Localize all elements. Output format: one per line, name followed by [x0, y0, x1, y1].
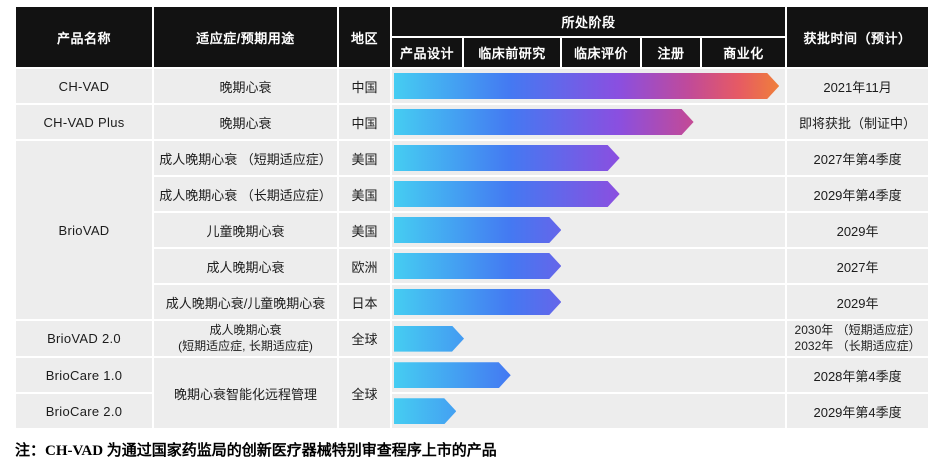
product-name: CH-VAD — [14, 67, 154, 105]
product-name: BrioCare 2.0 — [14, 392, 154, 431]
product-name: CH-VAD Plus — [14, 103, 154, 141]
table-header: 产品名称 适应症/预期用途 地区 所处阶段 获批时间（预计） 产品设计 临床前研… — [14, 5, 931, 69]
region: 欧洲 — [337, 247, 392, 285]
product-name: BrioCare 1.0 — [14, 356, 154, 395]
header-stage-commercialization: 商业化 — [699, 36, 788, 69]
stage-track — [389, 175, 788, 213]
header-stage-design: 产品设计 — [390, 36, 464, 69]
approval-time: 2027年 — [785, 247, 931, 285]
region: 日本 — [337, 283, 392, 321]
approval-time: 2029年 — [785, 283, 931, 321]
table-row: CH-VAD 晚期心衰 中国 2021年11月 — [14, 67, 931, 105]
indication: 晚期心衰智能化远程管理 — [152, 356, 339, 431]
stage-bar — [394, 289, 561, 315]
header-product-name: 产品名称 — [14, 5, 154, 69]
table-row: 儿童晚期心衰 美国 2029年 — [15, 211, 931, 249]
stage-track — [389, 247, 788, 285]
region: 中国 — [337, 103, 392, 141]
stage-track — [389, 392, 788, 431]
approval-time: 2029年 — [785, 211, 931, 249]
stage-track — [389, 356, 788, 395]
product-name: BrioVAD — [14, 139, 154, 321]
indication: 儿童晚期心衰 — [152, 211, 339, 249]
table-row: BrioCare 2.0 2029年第4季度 — [14, 392, 931, 431]
header-approval-time: 获批时间（预计） — [785, 5, 931, 69]
stage-bar — [394, 181, 620, 207]
approval-time: 2027年第4季度 — [785, 139, 931, 177]
table-row: BrioVAD 成人晚期心衰 （短期适应症） 美国 2027年第4季度 — [14, 139, 931, 321]
table-row: CH-VAD Plus 晚期心衰 中国 即将获批（制证中） — [14, 103, 931, 141]
approval-time: 2029年第4季度 — [785, 392, 931, 431]
pipeline-table: 产品名称 适应症/预期用途 地区 所处阶段 获批时间（预计） 产品设计 临床前研… — [14, 5, 931, 431]
indication: 成人晚期心衰 （长期适应症） — [152, 175, 339, 213]
indication: 晚期心衰 — [152, 67, 339, 105]
stage-track — [389, 211, 788, 249]
stage-track — [389, 103, 788, 141]
table-row: BrioVAD 2.0 成人晚期心衰 (短期适应症, 长期适应症) 全球 203… — [14, 318, 931, 359]
region: 全球 — [337, 356, 392, 431]
table-row: 成人晚期心衰/儿童晚期心衰 日本 2029年 — [15, 283, 931, 321]
table-row: BrioCare 1.0 晚期心衰智能化远程管理 全球 2028年第4季度 — [14, 356, 931, 431]
indication: 成人晚期心衰 （短期适应症） — [152, 139, 339, 177]
header-stage-clinical-eval: 临床评价 — [560, 36, 642, 69]
table-row: 成人晚期心衰 （长期适应症） 美国 2029年第4季度 — [15, 175, 931, 213]
region: 中国 — [337, 67, 392, 105]
stage-bar — [394, 398, 456, 424]
approval-time: 2021年11月 — [785, 67, 931, 105]
indication: 成人晚期心衰/儿童晚期心衰 — [152, 283, 339, 321]
stage-track — [389, 283, 788, 321]
region: 美国 — [337, 211, 392, 249]
approval-time: 2028年第4季度 — [785, 356, 931, 395]
approval-time: 2030年 （短期适应症） 2032年 （长期适应症） — [785, 318, 931, 359]
region: 美国 — [337, 175, 392, 213]
header-stage-group: 所处阶段 — [389, 5, 788, 38]
header-region: 地区 — [337, 5, 392, 69]
stage-bar — [394, 217, 561, 243]
product-name: BrioVAD 2.0 — [14, 318, 154, 359]
stage-track — [389, 139, 788, 177]
region: 全球 — [337, 318, 392, 359]
stage-bar — [394, 73, 779, 99]
stage-bar — [394, 109, 694, 135]
header-indication: 适应症/预期用途 — [152, 5, 339, 69]
footnote: 注：CH-VAD 为通过国家药监局的创新医疗器械特别审查程序上市的产品 — [15, 443, 497, 460]
stage-bar — [394, 362, 511, 388]
stage-track — [389, 67, 788, 105]
header-stage-registration: 注册 — [640, 36, 702, 69]
region: 美国 — [337, 139, 392, 177]
table-row: 成人晚期心衰 欧洲 2027年 — [15, 247, 931, 285]
stage-bar — [394, 326, 464, 352]
indication: 晚期心衰 — [152, 103, 339, 141]
stage-bar — [394, 145, 620, 171]
indication: 成人晚期心衰 — [152, 247, 339, 285]
indication: 成人晚期心衰 (短期适应症, 长期适应症) — [152, 318, 339, 359]
header-stage-preclinical: 临床前研究 — [462, 36, 562, 69]
stage-track — [389, 318, 788, 359]
stage-bar — [394, 253, 561, 279]
approval-time: 2029年第4季度 — [785, 175, 931, 213]
approval-time: 即将获批（制证中） — [785, 103, 931, 141]
